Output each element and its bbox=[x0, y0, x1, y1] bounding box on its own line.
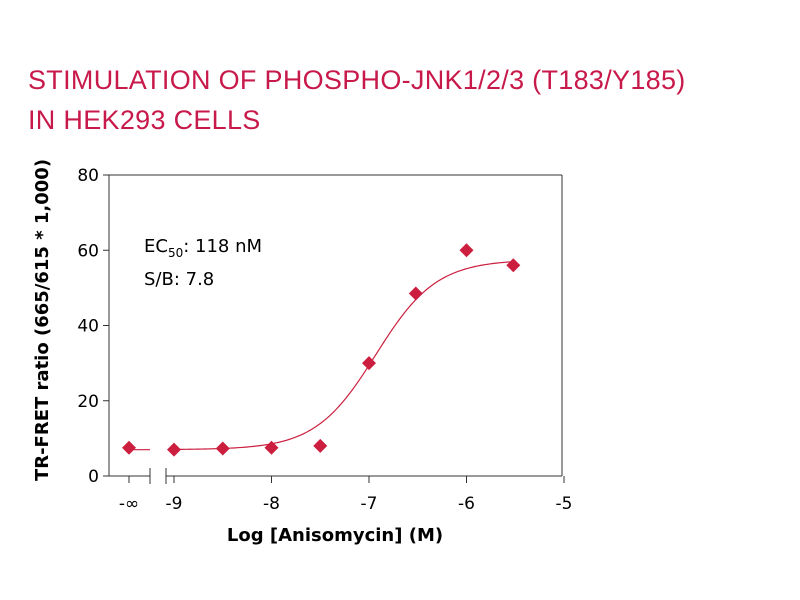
data-point bbox=[313, 438, 328, 453]
sb-annotation: S/B: 7.8 bbox=[144, 269, 214, 290]
chart-title: STIMULATION OF PHOSPHO-JNK1/2/3 (T183/Y1… bbox=[28, 60, 788, 140]
y-tick-label: 0 bbox=[88, 467, 99, 487]
x-tick-label: -5 bbox=[556, 494, 573, 514]
axes bbox=[103, 174, 565, 484]
x-tick-label: -9 bbox=[166, 494, 183, 514]
ec50-annotation: EC50: 118 nM bbox=[144, 236, 262, 260]
ec50-subscript: 50 bbox=[168, 246, 183, 260]
x-axis-title: Log [Anisomycin] (M) bbox=[227, 525, 443, 546]
y-tick-label: 20 bbox=[77, 392, 99, 412]
y-tick-label: 60 bbox=[77, 241, 99, 261]
data-point bbox=[459, 243, 474, 258]
ec50-value: : 118 nM bbox=[183, 236, 262, 257]
data-point bbox=[362, 356, 376, 371]
x-tick-label: -7 bbox=[361, 494, 378, 514]
chart-title-line-2: IN HEK293 CELLS bbox=[28, 105, 261, 135]
y-tick-label: 40 bbox=[77, 317, 99, 337]
fit-curve bbox=[173, 261, 514, 451]
data-point bbox=[264, 440, 279, 455]
data-points-layer bbox=[122, 243, 521, 457]
x-tick-label: -6 bbox=[458, 494, 475, 514]
data-point bbox=[215, 441, 230, 456]
data-point bbox=[506, 258, 521, 273]
y-axis-title: TR-FRET ratio (665/615 * 1,000) bbox=[32, 159, 53, 481]
chart-title-line-1: STIMULATION OF PHOSPHO-JNK1/2/3 (T183/Y1… bbox=[28, 65, 686, 95]
tick-labels-layer: 0 20 40 60 80 -∞ -9 -8 -7 -6 -5 bbox=[77, 166, 572, 514]
y-tick-label: 80 bbox=[77, 166, 99, 186]
data-point bbox=[167, 442, 181, 457]
x-tick-label: -∞ bbox=[119, 494, 139, 514]
data-point bbox=[122, 440, 136, 455]
data-point bbox=[408, 286, 423, 301]
x-tick-label: -8 bbox=[263, 494, 280, 514]
ec50-prefix: EC bbox=[144, 236, 168, 257]
